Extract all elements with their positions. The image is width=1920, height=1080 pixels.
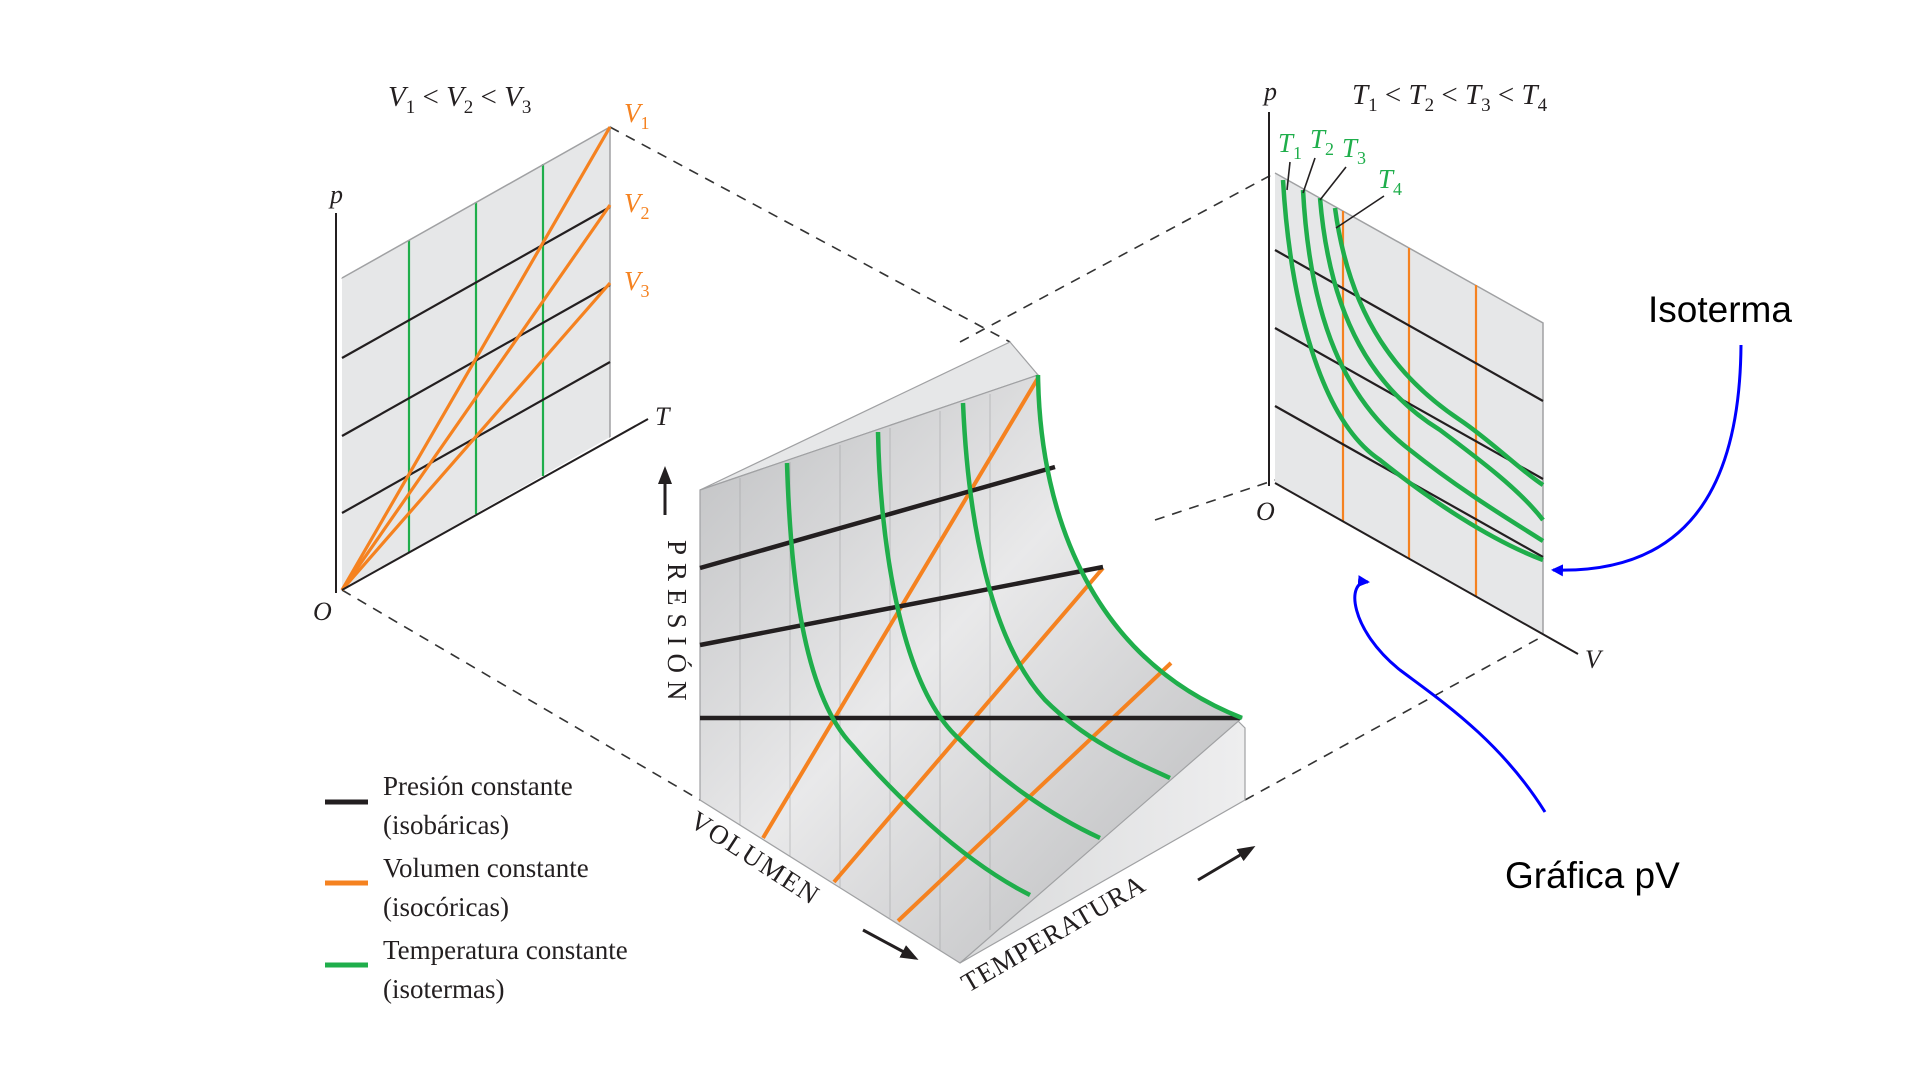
- pt-label-v2: V2: [624, 188, 650, 223]
- pt-isochore-v3: [340, 281, 612, 592]
- legend-isobar-line2: (isobáricas): [383, 810, 509, 840]
- surface-isotherms: [784, 374, 1243, 898]
- pt-axis-t-label: T: [655, 402, 671, 431]
- legend: Presión constante (isobáricas) Volumen c…: [325, 771, 628, 1004]
- surface-isochore: [832, 566, 1105, 884]
- pv-axis-p-label: p: [1262, 77, 1277, 106]
- surface-isotherm: [784, 462, 1032, 898]
- legend-isochore-line2: (isocóricas): [383, 892, 509, 922]
- pv-isotherm-t4: [1332, 207, 1545, 487]
- surface-isotherm: [875, 431, 1101, 841]
- surface-isobar: [699, 564, 1104, 648]
- pv-diagram: p V O T1 < T2 < T3 < T4 T1 T2 T3 T4: [1256, 77, 1604, 674]
- legend-isochore-line1: Volumen constante: [383, 853, 589, 883]
- pv-axes: [1268, 112, 1579, 655]
- legend-isobar-line1: Presión constante: [383, 771, 573, 801]
- temperature-arrow: [1197, 845, 1256, 882]
- surface-isobars: [699, 464, 1240, 721]
- pv-panel-border: [1274, 172, 1544, 635]
- pt-isochore-v2: [340, 204, 612, 591]
- annotation-isoterma-arrow: [1551, 344, 1743, 577]
- surface-axis-pressure: PRESIÓN: [662, 540, 692, 709]
- pv-isotherm-t3: [1317, 197, 1545, 522]
- surface-isobar: [699, 464, 1056, 571]
- pv-label-t3: T3: [1342, 133, 1366, 168]
- pv-label-t1: T1: [1278, 128, 1302, 163]
- legend-isotherm-line1: Temperatura constante: [383, 935, 628, 965]
- pv-isotherm-t2: [1300, 189, 1545, 543]
- annotations: Isoterma Gráfica pV: [1353, 289, 1792, 896]
- pv-axis-v-label: V: [1585, 645, 1604, 674]
- pv-origin-label: O: [1256, 497, 1275, 526]
- pt-diagram: p T O V1 < V2 < V3 V1 V2 V3: [313, 81, 671, 626]
- surface-isochore: [896, 661, 1173, 923]
- pt-isochores: [340, 126, 612, 592]
- pv-isotherms: [1280, 179, 1545, 563]
- pt-inequality: V1 < V2 < V3: [388, 81, 531, 118]
- pv-inequality: T1 < T2 < T3 < T4: [1352, 79, 1548, 116]
- pv-label-leaders: [1286, 157, 1385, 229]
- pv-label-t2: T2: [1310, 124, 1334, 159]
- pt-origin-label: O: [313, 597, 332, 626]
- annotation-grafica-pv-arrow: [1353, 575, 1547, 813]
- surface-isotherm: [1035, 374, 1243, 721]
- pv-isotherm-t1: [1280, 179, 1544, 563]
- pt-isochore-v1: [340, 126, 612, 591]
- surface-isotherm: [960, 402, 1171, 781]
- pt-axes: [335, 213, 649, 593]
- annotation-isoterma: Isoterma: [1648, 289, 1792, 330]
- legend-isotherm-line2: (isotermas): [383, 974, 504, 1004]
- pvt-surface: PRESIÓN VOLUMEN TEMPERATURA: [658, 341, 1256, 998]
- pv-label-t4: T4: [1378, 164, 1402, 199]
- pt-axis-p-label: p: [328, 180, 343, 209]
- volume-arrow: [862, 928, 919, 960]
- annotation-grafica-pv: Gráfica pV: [1505, 855, 1680, 896]
- pt-label-v3: V3: [624, 266, 650, 301]
- pt-label-v1: V1: [624, 98, 650, 133]
